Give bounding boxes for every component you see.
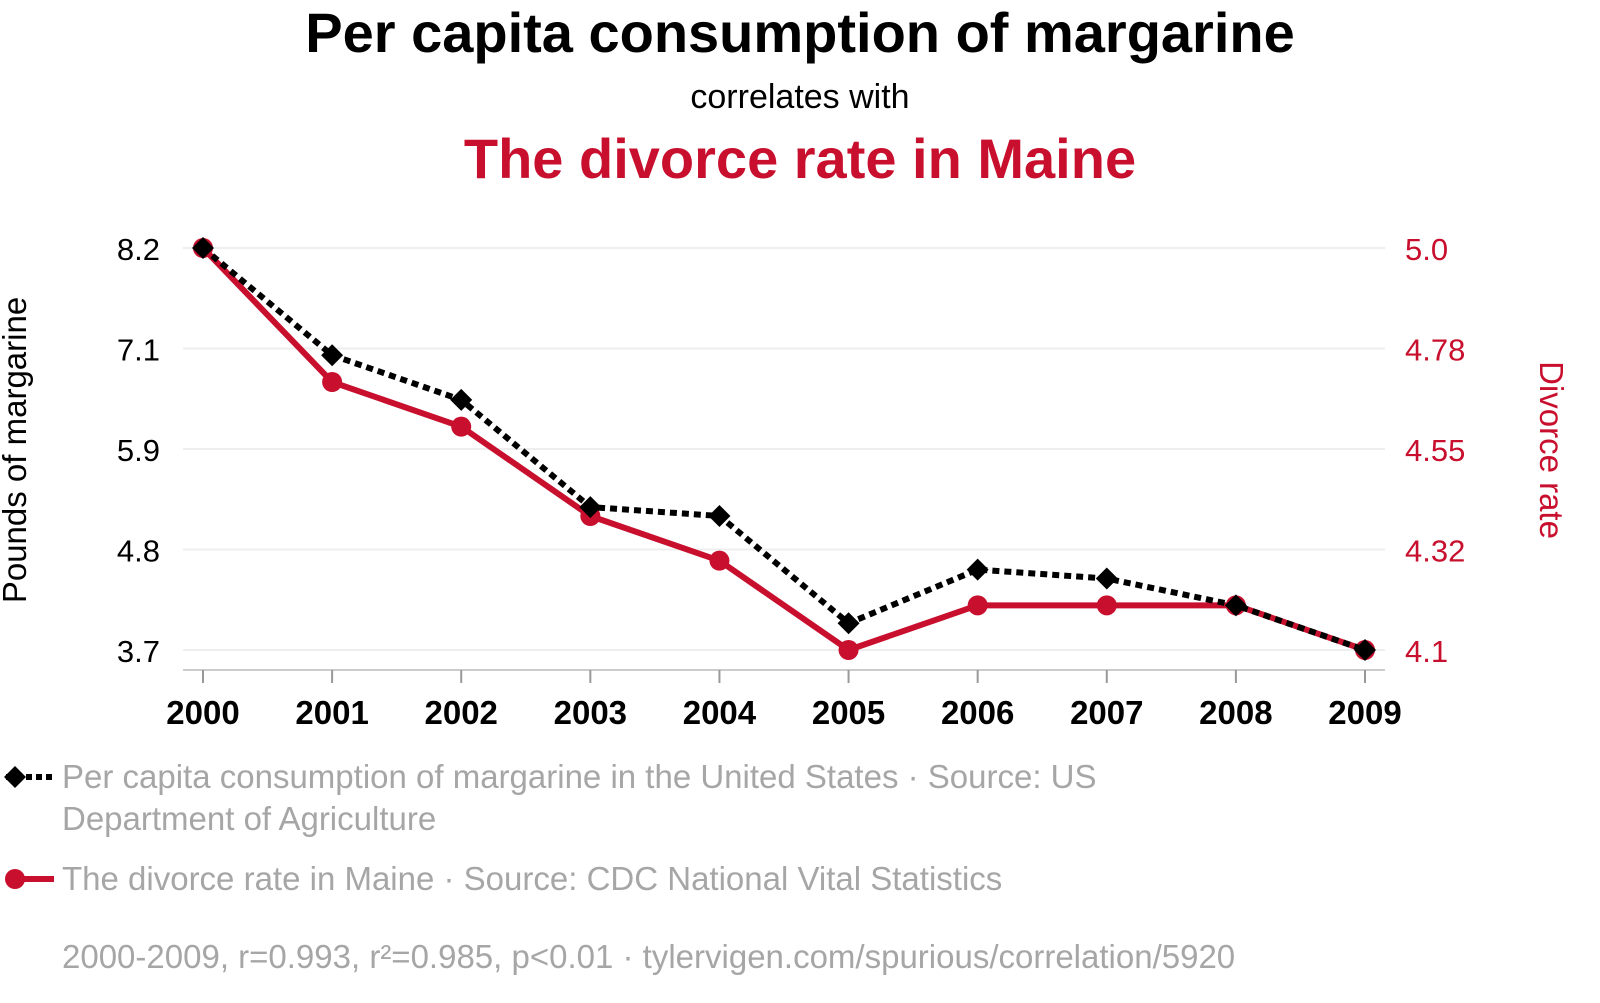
x-tick-label: 2006 [941,694,1014,731]
y-tick-label-right: 5.0 [1405,232,1448,267]
y-tick-label-right: 4.1 [1405,634,1448,669]
x-tick-label: 2000 [166,694,239,731]
point-margarine [837,612,860,635]
x-tick-label: 2001 [295,694,368,731]
x-tick-label: 2007 [1070,694,1143,731]
x-tick-label: 2003 [554,694,627,731]
x-tick-label: 2005 [812,694,885,731]
point-margarine [321,344,344,367]
circle-marker-icon [5,869,25,889]
y-tick-label-left: 7.1 [117,333,160,368]
point-divorce [1096,595,1117,616]
y-tick-label-left: 4.8 [117,534,160,569]
y-tick-label-right: 4.78 [1405,333,1465,368]
y-tick-label-right: 4.55 [1405,433,1465,468]
point-margarine [579,496,602,519]
legend-text-divorce: The divorce rate in Maine · Source: CDC … [62,860,1003,897]
legend-text-margarine-line2: Department of Agriculture [62,800,437,837]
point-divorce [709,550,730,571]
point-margarine [450,388,473,411]
gridlines [183,247,1385,651]
legend-key-divorce [5,869,54,889]
y-tick-label-right: 4.32 [1405,534,1465,569]
point-divorce [838,640,859,660]
y-tick-label-left: 3.7 [117,634,160,669]
y-axis-right-label: Divorce rate [1533,361,1570,539]
x-tick-label: 2002 [425,694,498,731]
chart-title: Per capita consumption of margarine [305,1,1295,64]
point-margarine [1095,567,1118,590]
point-margarine [966,558,989,581]
y-axis-left: 8.2 7.1 5.9 4.8 3.7 [117,232,160,669]
chart-subtitle: correlates with [690,78,910,116]
legend-text-margarine: Per capita consumption of margarine in t… [62,756,1097,840]
x-tick-label: 2008 [1199,694,1272,731]
x-axis: 2000 2001 2002 2003 2004 2005 2006 2007 2008 2009 [166,669,1402,731]
line-chart: 8.27.15.94.83.7 5.04.784.554.324.1 2000 2… [0,232,1570,731]
point-divorce [967,595,988,616]
legend-key-margarine [4,766,54,788]
y-tick-label-left: 8.2 [117,232,160,267]
y-axis-right: 5.0 4.78 4.55 4.32 4.1 [1405,232,1465,669]
x-tick-label: 2004 [683,694,757,731]
point-margarine [708,505,731,527]
series-group [192,237,1376,661]
point-margarine [1224,594,1247,617]
point-divorce [451,416,472,437]
diamond-marker-icon [4,766,26,788]
chart-footer-stats: 2000-2009, r=0.993, r²=0.985, p<0.01 · t… [62,938,1236,975]
point-margarine [192,237,214,259]
series-margarine-line [201,245,1366,653]
y-axis-left-label: Pounds of margarine [0,297,33,603]
point-divorce [322,372,343,392]
series-divorce-line [200,245,1366,653]
point-margarine [1354,639,1376,661]
y-tick-label-left: 5.9 [117,433,160,468]
legend-text-margarine-line1: Per capita consumption of margarine in t… [62,758,1097,795]
x-tick-label: 2009 [1328,694,1401,731]
chart-title-secondary: The divorce rate in Maine [463,127,1137,190]
